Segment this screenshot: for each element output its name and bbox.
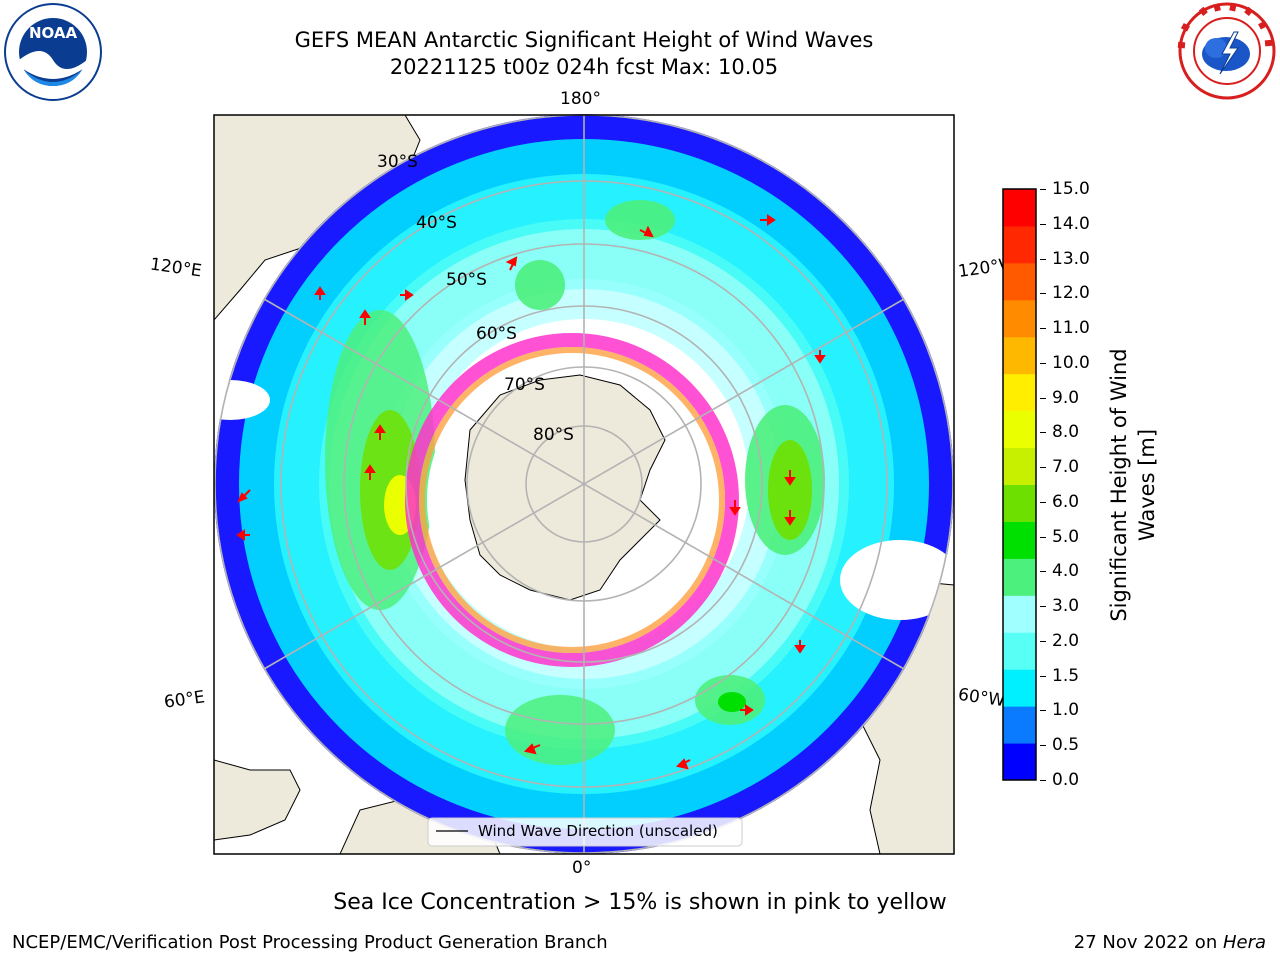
- wind-wave-arrows: [236, 214, 826, 770]
- map-legend: [427, 817, 743, 847]
- colorbar-tick-mark: [1040, 571, 1046, 573]
- lat-label-70s: 70°S: [504, 375, 545, 395]
- noaa-logo-text: NOAA: [29, 24, 78, 42]
- map-title: GEFS MEAN Antarctic Significant Height o…: [294, 28, 874, 52]
- colorbar-tick-label: 6.0: [1052, 491, 1080, 512]
- colorbar-tick-mark: [1040, 606, 1046, 608]
- colorbar-segment: [1003, 373, 1036, 412]
- lat-label-80s: 80°S: [533, 425, 574, 445]
- colorbar-segment: [1003, 632, 1036, 670]
- colorbar-segment: [1003, 189, 1036, 227]
- colorbar-tick-label: 0.0: [1052, 770, 1080, 790]
- lon-label-180: 180°: [560, 89, 601, 109]
- colorbar-tick-mark: [1040, 467, 1046, 469]
- colorbar-tick-mark: [1040, 536, 1046, 538]
- colorbar-tick-label: 1.5: [1052, 665, 1080, 686]
- colorbar-segment: [1003, 410, 1036, 449]
- colorbar-segment: [1003, 706, 1036, 744]
- colorbar-tick-label: 7.0: [1052, 457, 1080, 478]
- colorbar-tick-label: 8.0: [1052, 422, 1080, 443]
- colorbar-segment: [1003, 262, 1036, 301]
- colorbar-tick-mark: [1040, 710, 1046, 712]
- lat-label-50s: 50°S: [446, 270, 487, 290]
- footer-left: NCEP/EMC/Verification Post Processing Pr…: [12, 932, 608, 953]
- colorbar-label-line2: Waves [m]: [1135, 428, 1159, 542]
- colorbar-tick-label: 11.0: [1052, 318, 1090, 339]
- colorbar-tick-label: 0.5: [1052, 735, 1080, 756]
- colorbar-tick-mark: [1040, 397, 1046, 399]
- colorbar-label-line1: Significant Height of Wind: [1107, 348, 1131, 622]
- colorbar-tick-mark: [1040, 675, 1046, 677]
- colorbar-tick-label: 12.0: [1052, 283, 1090, 304]
- footer-date: 27 Nov 2022 on: [1073, 932, 1223, 953]
- colorbar-tick-mark: [1040, 432, 1046, 434]
- colorbar-tick-mark: [1040, 328, 1046, 330]
- colorbar-segment: [1003, 484, 1036, 522]
- colorbar: [1002, 188, 1037, 781]
- map-subtitle: 20221125 t00z 024h fcst Max: 10.05: [389, 55, 779, 79]
- legend-label: Wind Wave Direction (unscaled): [478, 822, 718, 840]
- colorbar-segment: [1003, 336, 1036, 375]
- colorbar-ticks: 0.0 0.5 1.0 1.5 2.0 3.0 4.0 5.0 6.0 7.0 8.0 9.0 10.0…: [1040, 179, 1110, 790]
- sea-ice-caption: Sea Ice Concentration > 15% is shown in …: [333, 890, 947, 915]
- colorbar-tick-label: 5.0: [1052, 526, 1080, 547]
- colorbar-tick-mark: [1040, 189, 1046, 190]
- colorbar-segment: [1003, 595, 1036, 633]
- colorbar-tick-mark: [1040, 293, 1046, 295]
- colorbar-tick-mark: [1040, 362, 1046, 364]
- colorbar-tick-mark: [1040, 780, 1046, 781]
- colorbar-tick-label: 1.0: [1052, 700, 1080, 721]
- lat-label-30s: 30°S: [377, 152, 418, 172]
- colorbar-tick-label: 10.0: [1052, 352, 1090, 373]
- colorbar-segment: [1003, 743, 1036, 781]
- footer-machine: Hera: [1222, 932, 1266, 953]
- noaa-logo: NOAA: [4, 3, 102, 101]
- colorbar-segment: [1003, 447, 1036, 485]
- colorbar-tick-mark: [1040, 640, 1046, 642]
- footer-right: 27 Nov 2022 on Hera: [1074, 932, 1266, 953]
- colorbar-tick-label: 3.0: [1052, 596, 1080, 617]
- colorbar-tick-mark: [1040, 223, 1046, 225]
- colorbar-tick-label: 9.0: [1052, 387, 1080, 408]
- colorbar-tick-mark: [1040, 501, 1046, 503]
- colorbar-tick-mark: [1040, 745, 1046, 747]
- colorbar-tick-label: 2.0: [1052, 630, 1080, 651]
- colorbar-segment: [1003, 669, 1036, 707]
- lon-label-0: 0°: [572, 858, 592, 878]
- colorbar-tick-label: 13.0: [1052, 248, 1090, 269]
- colorbar-segment: [1003, 225, 1036, 264]
- colorbar-segment: [1003, 558, 1036, 596]
- colorbar-segment: [1003, 299, 1036, 338]
- colorbar-segment: [1003, 521, 1036, 559]
- nws-logo: [1177, 2, 1276, 100]
- colorbar-tick-mark: [1040, 258, 1046, 260]
- colorbar-tick-label: 4.0: [1052, 561, 1080, 582]
- lat-label-60s: 60°S: [476, 324, 517, 344]
- colorbar-tick-label: 14.0: [1052, 213, 1090, 234]
- colorbar-tick-label: 15.0: [1052, 179, 1090, 199]
- lat-label-40s: 40°S: [416, 213, 457, 233]
